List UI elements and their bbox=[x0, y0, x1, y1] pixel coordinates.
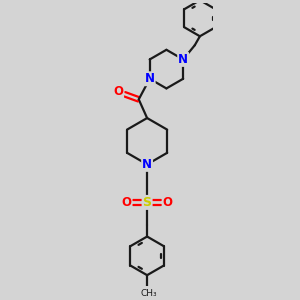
Text: N: N bbox=[142, 158, 152, 171]
Text: O: O bbox=[122, 196, 131, 209]
Text: N: N bbox=[145, 72, 155, 85]
Text: O: O bbox=[163, 196, 173, 209]
Text: N: N bbox=[178, 53, 188, 66]
Text: O: O bbox=[113, 85, 123, 98]
Text: S: S bbox=[142, 196, 152, 209]
Text: CH₃: CH₃ bbox=[140, 289, 157, 298]
